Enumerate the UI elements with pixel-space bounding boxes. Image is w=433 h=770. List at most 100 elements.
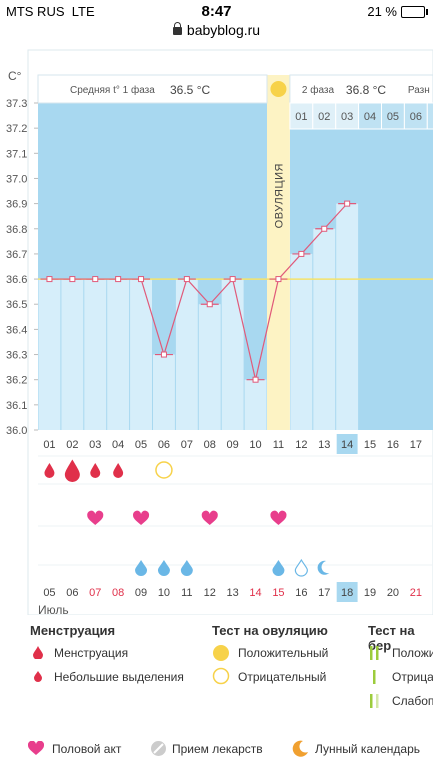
- legend-negative: Отрицательный: [238, 670, 327, 684]
- date-label: 13: [227, 587, 239, 599]
- temperature-bar: [61, 279, 84, 430]
- url-bar[interactable]: babyblog.ru: [0, 22, 433, 40]
- day-label: 16: [387, 439, 399, 451]
- temperature-point: [92, 276, 99, 283]
- y-tick-label: 36.1: [6, 400, 27, 412]
- battery-icon: [401, 5, 428, 18]
- legend-preg-positive: Положи: [392, 646, 433, 660]
- date-label: 07: [89, 587, 101, 599]
- heart-icon: [201, 510, 218, 525]
- ovulation-sun-icon: [270, 81, 287, 97]
- y-tick-label: 37.0: [6, 173, 27, 185]
- day-label: 08: [204, 439, 216, 451]
- current-day-highlight: [336, 434, 358, 454]
- date-label: 16: [295, 587, 307, 599]
- pill-icon: [151, 741, 166, 756]
- battery-indicator: 21 %: [367, 4, 428, 19]
- url-text: babyblog.ru: [186, 22, 261, 38]
- phase1-header: [37, 74, 268, 104]
- phase1-value: 36.5 °C: [170, 83, 210, 97]
- discharge-crescent-icon: [317, 560, 330, 575]
- day-label: 05: [135, 439, 147, 451]
- y-tick-label: 36.4: [6, 324, 27, 336]
- day-label: 06: [158, 439, 170, 451]
- day-label: 03: [89, 439, 101, 451]
- legend-positive: Положительный: [238, 646, 329, 660]
- day-label: 04: [112, 439, 124, 451]
- temperature-point: [160, 351, 167, 358]
- phase2-extra-label: Разн: [408, 85, 430, 96]
- chart-svg: C° Средняя t° 1 фаза 36.5 °C 2 фаза 36.8 °C Р…: [6, 49, 433, 617]
- heart-icon: [270, 510, 287, 525]
- phase2-day-cell: [426, 102, 433, 130]
- y-tick-label: 37.3: [6, 98, 27, 110]
- menstruation-drop-icon: [113, 463, 124, 478]
- date-label: 19: [364, 587, 376, 599]
- date-label: 20: [387, 587, 399, 599]
- temperature-point: [115, 276, 122, 283]
- day-label: 15: [364, 439, 376, 451]
- legend-preg-weak: Слабоп: [392, 694, 433, 708]
- date-label: 17: [318, 587, 330, 599]
- legend-spotting: Небольшие выделения: [54, 670, 184, 684]
- legend: Менструация Менструация Небольшие выделе…: [0, 615, 433, 770]
- date-label: 10: [158, 587, 170, 599]
- discharge-drop-icon: [157, 560, 170, 576]
- day-label: 17: [410, 439, 422, 451]
- temperature-point: [344, 200, 351, 207]
- preg-weak-icon: [370, 694, 379, 708]
- temperature-point: [183, 276, 190, 283]
- moon-icon: [292, 740, 308, 757]
- phase2-day-label: 05: [387, 111, 399, 123]
- preg-negative-icon: [373, 670, 376, 684]
- date-label: 12: [204, 587, 216, 599]
- day-label: 09: [227, 439, 239, 451]
- date-label: 21: [410, 587, 422, 599]
- temperature-point: [298, 250, 305, 257]
- temperature-point: [46, 276, 53, 283]
- phase1-label: Средняя t° 1 фаза: [70, 84, 155, 96]
- phase2-value: 36.8 °C: [346, 83, 386, 97]
- phase2-day-label: 02: [318, 111, 330, 123]
- menstruation-drop-large-icon: [64, 459, 80, 483]
- temperature-bar: [290, 253, 313, 430]
- y-tick-label: 36.0: [6, 425, 27, 437]
- legend-pregnancy-test-title: Тест на бер: [368, 623, 415, 653]
- day-label: 10: [249, 439, 261, 451]
- temperature-bar: [221, 279, 244, 430]
- temperature-bar: [313, 228, 336, 430]
- temperature-point: [206, 301, 213, 308]
- day-label: 11: [273, 439, 284, 451]
- y-tick-label: 37.2: [6, 123, 27, 135]
- legend-sex: Половой акт: [52, 742, 122, 756]
- heart-icon: [87, 510, 104, 525]
- menstruation-drop-icon: [90, 463, 101, 478]
- clock: 8:47: [201, 3, 232, 20]
- carrier-label: MTS RUS LTE: [6, 4, 95, 19]
- date-label: 15: [272, 587, 284, 599]
- date-label: 05: [43, 587, 55, 599]
- day-label: 02: [66, 439, 78, 451]
- y-tick-label: 36.8: [6, 224, 27, 236]
- spotting-drop-icon: [34, 671, 42, 682]
- phase2-label: 2 фаза: [302, 84, 335, 96]
- ovulation-column: [267, 75, 290, 430]
- date-label: 06: [66, 587, 78, 599]
- temperature-point: [229, 276, 236, 283]
- date-label: 08: [112, 587, 124, 599]
- temperature-bar: [38, 279, 61, 430]
- legend-medication: Прием лекарств: [172, 742, 263, 756]
- day-label: 12: [295, 439, 307, 451]
- phase2-day-label: 04: [364, 111, 376, 123]
- negative-test-icon: [155, 461, 173, 479]
- y-tick-label: 36.6: [6, 274, 27, 286]
- legend-preg-negative: Отрица: [392, 670, 433, 684]
- menstruation-drop-icon: [33, 646, 43, 659]
- phase2-day-label: 01: [295, 111, 307, 123]
- temperature-chart: C° Средняя t° 1 фаза 36.5 °C 2 фаза 36.8 °C Р…: [0, 40, 433, 770]
- temperature-bar: [336, 203, 359, 430]
- date-label: 18: [341, 587, 353, 599]
- heart-icon: [28, 741, 44, 755]
- temperature-bar: [175, 279, 198, 430]
- day-label: 14: [341, 439, 353, 451]
